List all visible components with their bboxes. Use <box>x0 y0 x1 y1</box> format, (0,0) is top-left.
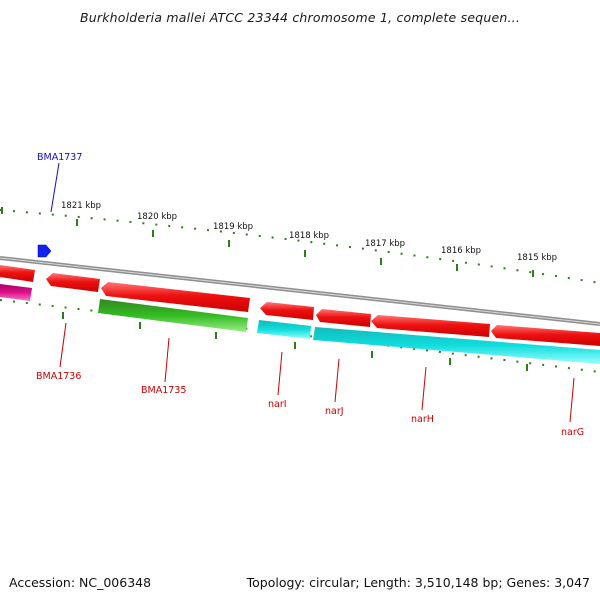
tick-label-1819: 1819 kbp <box>213 222 253 232</box>
feature-cyan-1[interactable] <box>257 320 311 339</box>
feature-red-1[interactable] <box>0 265 35 282</box>
map-title: Burkholderia mallei ATCC 23344 chromosom… <box>79 10 520 25</box>
gene-label-narh[interactable]: narH <box>411 414 434 425</box>
backbone-highlight <box>0 257 600 325</box>
summary-text: Topology: circular; Length: 3,510,148 bp… <box>246 575 590 590</box>
leader-narj <box>334 358 340 403</box>
leader-bma1736 <box>59 322 67 368</box>
outer-tick-track <box>0 209 600 284</box>
leader-nari <box>277 351 283 396</box>
tick-label-1815: 1815 kbp <box>517 253 557 263</box>
gene-label-narj[interactable]: narJ <box>325 406 344 417</box>
gene-label-narg[interactable]: narG <box>561 427 584 438</box>
feature-magenta-1[interactable] <box>0 284 32 301</box>
feature-red-7[interactable] <box>491 325 600 346</box>
feature-red-6[interactable] <box>371 315 490 337</box>
feature-red-5[interactable] <box>316 309 371 327</box>
accession-text: Accession: NC_006348 <box>9 575 152 590</box>
outer-major-ticks <box>1 207 534 277</box>
gene-label-bma1736[interactable]: BMA1736 <box>36 371 81 382</box>
feature-red-2[interactable] <box>46 273 100 292</box>
leader-bma1735 <box>164 337 170 383</box>
reverse-strand-row2 <box>0 284 600 364</box>
gene-label-nari[interactable]: narI <box>268 399 287 410</box>
feature-cyan-2[interactable] <box>313 327 600 364</box>
gene-label-bma1737[interactable]: BMA1737 <box>37 152 82 163</box>
feature-bma1737[interactable] <box>37 244 52 258</box>
feature-red-4[interactable] <box>260 302 314 320</box>
tick-label-1816: 1816 kbp <box>441 246 481 256</box>
label-leaders <box>50 162 575 423</box>
gene-label-bma1735[interactable]: BMA1735 <box>141 385 186 396</box>
tick-label-1820: 1820 kbp <box>137 212 177 222</box>
leader-narh <box>421 366 427 411</box>
feature-red-3[interactable] <box>101 282 250 312</box>
tick-label-1817: 1817 kbp <box>365 239 405 249</box>
leader-narg <box>569 377 575 423</box>
feature-green-1[interactable] <box>98 299 248 332</box>
leader-bma1737 <box>50 162 60 213</box>
tick-label-1818: 1818 kbp <box>289 231 329 241</box>
reverse-strand-row1 <box>0 265 600 346</box>
tick-label-1821: 1821 kbp <box>61 201 101 211</box>
inner-major-ticks <box>62 312 528 371</box>
